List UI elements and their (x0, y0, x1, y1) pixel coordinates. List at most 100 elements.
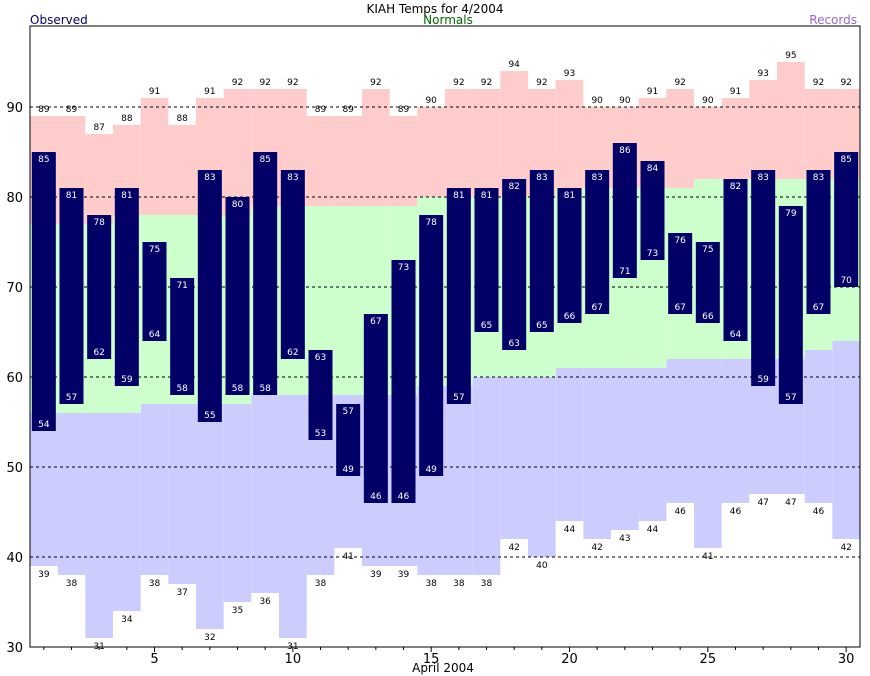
observed-high-label: 78 (93, 218, 105, 228)
record-low-label: 38 (453, 579, 465, 589)
observed-low-label: 67 (674, 303, 685, 313)
y-axis: 30 40 50 60 70 80 90 (6, 101, 23, 656)
x-tick-label: 30 (838, 652, 855, 667)
observed-high-label: 71 (176, 281, 187, 291)
record-low-band (445, 386, 473, 575)
record-low-label: 38 (315, 579, 327, 589)
record-high-label: 89 (398, 105, 410, 115)
record-high-band (362, 89, 390, 206)
record-high-label: 89 (315, 105, 327, 115)
record-low-label: 46 (813, 507, 825, 517)
record-low-label: 46 (674, 507, 686, 517)
y-tick-label: 70 (6, 281, 23, 296)
observed-low-label: 66 (702, 312, 714, 322)
record-high-label: 92 (259, 78, 270, 88)
record-high-label: 87 (93, 123, 104, 133)
observed-high-label: 78 (425, 218, 437, 228)
record-low-label: 44 (564, 525, 576, 535)
observed-low-label: 65 (481, 321, 492, 331)
record-low-label: 34 (121, 615, 133, 625)
observed-high-label: 83 (536, 173, 547, 183)
record-high-label: 92 (232, 78, 243, 88)
observed-high-label: 81 (564, 191, 575, 201)
record-low-label: 47 (757, 498, 768, 508)
record-high-label: 89 (342, 105, 354, 115)
record-high-label: 91 (647, 87, 658, 97)
record-low-label: 42 (840, 543, 851, 553)
observed-low-label: 58 (232, 384, 244, 394)
record-high-label: 89 (66, 105, 78, 115)
record-low-band (57, 413, 86, 575)
record-high-band (334, 116, 362, 206)
y-tick-label: 50 (6, 461, 23, 476)
observed-high-label: 84 (647, 164, 659, 174)
record-low-label: 44 (647, 525, 659, 535)
record-high-label: 92 (674, 78, 685, 88)
observed-bar (31, 152, 56, 431)
record-low-label: 42 (591, 543, 602, 553)
record-low-band (666, 359, 694, 503)
x-tick-label: 20 (561, 652, 578, 667)
observed-bar (197, 170, 222, 422)
record-high-label: 92 (453, 78, 464, 88)
observed-bar (59, 188, 84, 404)
observed-low-label: 58 (259, 384, 271, 394)
observed-low-label: 63 (508, 339, 519, 349)
y-tick-label: 60 (6, 371, 23, 386)
y-tick-label: 40 (6, 551, 23, 566)
record-high-label: 91 (149, 87, 160, 97)
record-low-band (196, 404, 224, 629)
observed-bar (253, 152, 278, 395)
observed-bar (280, 170, 305, 359)
observed-bar (668, 233, 693, 314)
observed-high-label: 81 (481, 191, 492, 201)
record-high-label: 90 (702, 96, 714, 106)
observed-bar (806, 170, 831, 314)
observed-high-label: 85 (840, 155, 851, 165)
record-high-band (417, 107, 445, 197)
x-tick-label: 15 (423, 652, 440, 667)
observed-bar (502, 179, 527, 350)
record-low-label: 43 (619, 534, 630, 544)
record-low-band (611, 368, 639, 530)
observed-bar (585, 170, 610, 314)
observed-low-label: 70 (840, 276, 852, 286)
record-low-label: 46 (730, 507, 742, 517)
observed-bar (225, 197, 250, 395)
y-tick-label: 90 (6, 101, 23, 116)
observed-bar (695, 242, 720, 323)
observed-low-label: 58 (176, 384, 188, 394)
record-high-label: 92 (813, 78, 824, 88)
x-axis: 5 10 15 20 25 30 (43, 647, 855, 667)
x-tick-label: 25 (700, 652, 717, 667)
record-low-band (583, 368, 611, 539)
record-low-band (804, 350, 833, 503)
record-bands (30, 62, 860, 638)
observed-high-label: 86 (619, 146, 631, 156)
record-high-band (306, 116, 335, 206)
observed-low-label: 49 (425, 465, 437, 475)
record-low-label: 37 (176, 588, 187, 598)
observed-bar (391, 260, 416, 503)
record-low-band (251, 395, 279, 593)
observed-high-label: 83 (591, 173, 602, 183)
observed-high-label: 63 (315, 353, 326, 363)
observed-bar (640, 161, 665, 260)
observed-low-label: 57 (453, 393, 464, 403)
observed-low-label: 59 (757, 375, 769, 385)
observed-high-label: 67 (370, 317, 381, 327)
record-high-band (389, 116, 418, 206)
observed-low-label: 65 (536, 321, 547, 331)
record-high-band (445, 89, 473, 197)
observed-low-label: 59 (121, 375, 133, 385)
observed-high-label: 85 (38, 155, 49, 165)
record-low-band (140, 404, 169, 575)
record-high-label: 95 (785, 51, 796, 61)
observed-bar (529, 170, 554, 332)
observed-low-label: 57 (66, 393, 77, 403)
record-low-band (472, 377, 501, 575)
record-low-band (694, 359, 722, 548)
observed-low-label: 67 (813, 303, 824, 313)
observed-bar (834, 152, 859, 287)
